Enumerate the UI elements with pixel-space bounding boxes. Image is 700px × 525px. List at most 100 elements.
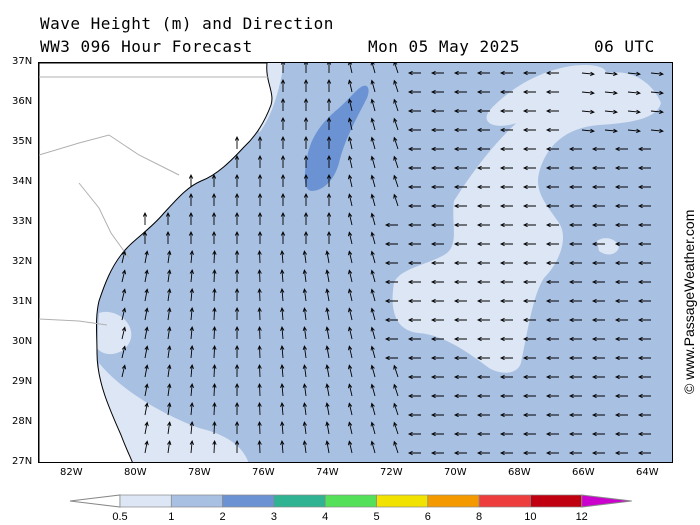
- wave-arrow: [453, 184, 467, 190]
- wave-arrow: [522, 89, 536, 95]
- wave-arrow: [499, 431, 513, 437]
- wave-arrow: [604, 128, 618, 133]
- wave-arrow: [545, 412, 559, 418]
- legend-arrow-high: [581, 494, 632, 508]
- wave-arrow: [591, 450, 605, 456]
- color-legend: 0.5 1 2 3 4 5 6 8 10 12: [69, 494, 632, 523]
- wave-arrow: [167, 402, 172, 416]
- wave-arrow: [144, 250, 149, 264]
- wave-arrow: [188, 230, 194, 244]
- lat-label: 35N: [12, 136, 33, 147]
- wave-arrow: [522, 241, 536, 247]
- wave-arrow: [280, 307, 285, 321]
- wave-arrow: [568, 222, 582, 228]
- wave-arrow: [347, 269, 353, 283]
- wave-arrow: [476, 184, 490, 190]
- wave-arrow: [370, 98, 376, 112]
- wave-arrow: [393, 421, 399, 435]
- wave-arrow: [189, 440, 194, 454]
- wave-arrow: [347, 212, 353, 226]
- wave-arrow: [121, 250, 127, 264]
- wave-arrow: [430, 260, 444, 266]
- wave-arrow: [347, 63, 353, 74]
- wave-arrow: [627, 90, 641, 95]
- wave-arrow: [257, 211, 263, 225]
- wave-arrow: [637, 184, 651, 190]
- wave-arrow: [347, 193, 353, 207]
- legend-label: 8: [476, 511, 482, 523]
- wave-arrow: [144, 326, 149, 340]
- legend-label: 2: [220, 511, 226, 523]
- wave-arrow: [257, 154, 263, 168]
- wave-arrow: [347, 402, 353, 416]
- wave-arrow: [257, 249, 262, 264]
- wave-arrow: [257, 439, 262, 454]
- wave-arrow: [545, 127, 559, 133]
- legend-label: 1: [168, 511, 174, 523]
- wave-arrow: [280, 269, 285, 283]
- wave-arrow: [325, 326, 330, 340]
- wave-arrow: [121, 326, 127, 340]
- wave-arrow: [188, 192, 194, 206]
- wave-arrow: [302, 326, 307, 340]
- wave-arrow: [499, 412, 513, 418]
- wave-arrow: [326, 116, 332, 130]
- wave-arrow: [393, 136, 399, 150]
- wave-arrow: [211, 192, 217, 206]
- wave-arrow: [637, 260, 651, 266]
- wave-arrow: [453, 355, 467, 361]
- wave-arrow: [302, 383, 307, 397]
- wave-arrow: [568, 374, 582, 380]
- wave-arrow: [614, 260, 628, 266]
- wave-arrow: [144, 288, 149, 302]
- wave-arrow: [522, 222, 536, 228]
- wave-arrow: [393, 63, 399, 74]
- wave-arrow: [430, 184, 444, 190]
- wave-arrow: [476, 336, 490, 342]
- wave-arrow: [522, 203, 536, 209]
- wave-arrow: [280, 173, 286, 187]
- wave-arrow: [347, 326, 353, 340]
- wave-arrow: [280, 402, 285, 416]
- wave-arrow: [144, 269, 149, 283]
- wave-arrow: [347, 421, 353, 435]
- wave-map: [38, 62, 673, 463]
- wave-arrow: [407, 146, 421, 152]
- wave-arrow: [522, 165, 536, 171]
- wave-arrow: [476, 317, 490, 323]
- lon-label: 70W: [444, 467, 467, 478]
- wave-arrow: [522, 279, 536, 285]
- wave-arrow: [476, 70, 490, 76]
- wave-arrow: [280, 211, 286, 225]
- wave-arrow: [370, 155, 376, 169]
- wave-arrow: [430, 393, 444, 399]
- wave-arrow: [326, 173, 332, 187]
- wave-arrow: [591, 222, 605, 228]
- wave-arrow: [257, 382, 262, 397]
- wave-arrow: [591, 203, 605, 209]
- wave-arrow: [614, 184, 628, 190]
- wave-arrow: [614, 450, 628, 456]
- wave-arrow: [407, 336, 421, 342]
- wave-arrow: [453, 393, 467, 399]
- wave-arrow: [453, 203, 467, 209]
- legend-swatch: [170, 494, 223, 508]
- wave-arrow: [325, 307, 330, 321]
- wave-arrow: [347, 288, 353, 302]
- wave-arrow: [522, 298, 536, 304]
- lon-label: 68W: [508, 467, 531, 478]
- wave-arrow: [545, 260, 559, 266]
- lon-label: 78W: [188, 467, 211, 478]
- wave-arrow: [430, 146, 444, 152]
- wave-arrow: [453, 317, 467, 323]
- wave-arrow: [280, 192, 286, 206]
- wave-arrow: [476, 165, 490, 171]
- wave-arrow: [545, 146, 559, 152]
- wave-arrow: [499, 146, 513, 152]
- wave-direction-arrows: [121, 63, 664, 456]
- forecast-label: WW3 096 Hour Forecast: [40, 37, 253, 56]
- wave-arrow: [384, 298, 398, 304]
- wave-arrow: [370, 212, 376, 226]
- wave-arrow: [234, 287, 240, 302]
- wave-arrow: [280, 421, 285, 435]
